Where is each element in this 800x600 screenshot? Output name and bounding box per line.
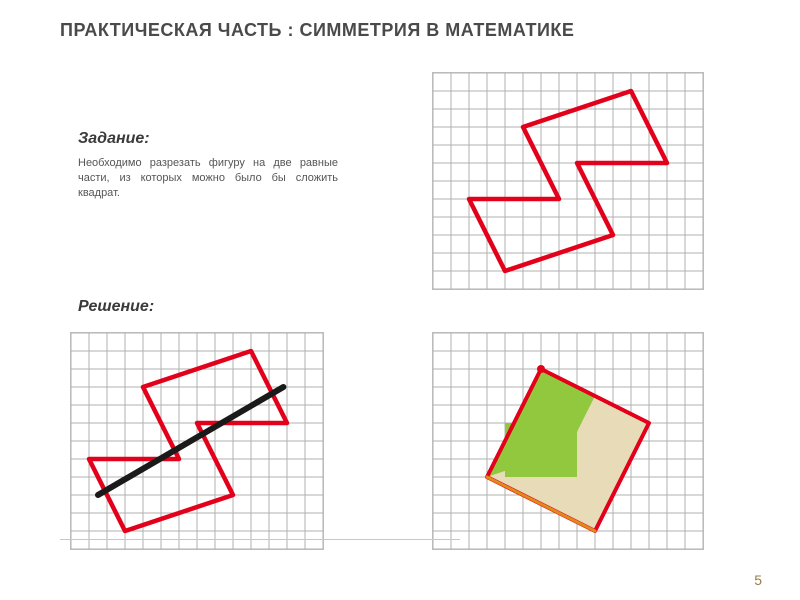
page-title: ПРАКТИЧЕСКАЯ ЧАСТЬ : СИММЕТРИЯ В МАТЕМАТ… — [60, 20, 574, 41]
figure-task — [432, 72, 704, 290]
page-number: 5 — [754, 572, 762, 588]
figure-solution-square — [432, 332, 704, 550]
divider-line — [60, 539, 460, 540]
task-label: Задание: — [78, 130, 338, 148]
task-block: Задание: Необходимо разрезать фигуру на … — [78, 130, 338, 201]
task-text: Необходимо разрезать фигуру на две равны… — [78, 156, 338, 201]
figure-solution-cut — [70, 332, 324, 550]
solution-label: Решение: — [78, 298, 154, 316]
